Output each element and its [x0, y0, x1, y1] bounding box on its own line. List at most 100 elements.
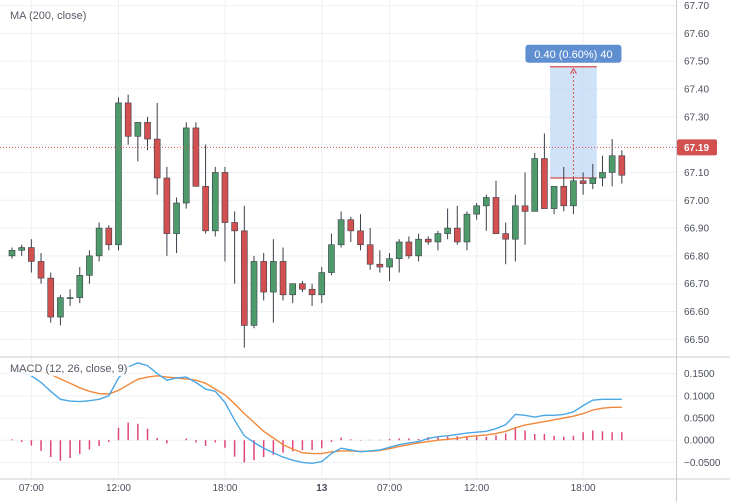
time-tick-label: 07:00 [19, 483, 44, 494]
candle-body [8, 250, 16, 257]
candle-down [163, 166, 171, 256]
candle-body [328, 244, 335, 273]
price-tick-label: 67.70 [684, 1, 709, 12]
candle-up [182, 122, 190, 209]
macd-panel [11, 362, 623, 465]
candle-body [570, 180, 577, 207]
candle-up [270, 239, 277, 323]
candle-body [153, 138, 161, 179]
candle-down [618, 150, 626, 184]
candle-body [589, 177, 597, 184]
candle-body [366, 244, 374, 265]
candle-down [124, 94, 132, 145]
candle-down [376, 250, 384, 273]
measure-arrow-head-icon [569, 67, 577, 75]
candle-body [599, 172, 606, 179]
candle-down [231, 211, 238, 284]
price-tick-label: 66.80 [684, 251, 709, 262]
macd-indicator-label[interactable]: MACD (12, 26, close, 9) [8, 362, 130, 376]
candle-body [337, 219, 345, 246]
candle-body [134, 122, 142, 137]
candle-down [560, 166, 568, 212]
candle-down [405, 236, 413, 259]
candle-body [512, 205, 519, 240]
candle-body [260, 261, 267, 293]
candle-up [115, 97, 122, 251]
time-tick-label: 07:00 [377, 483, 402, 494]
time-tick-label: 12:00 [106, 483, 131, 494]
candle-body [483, 197, 490, 207]
candle-up [318, 267, 326, 304]
candle-body [163, 177, 171, 234]
candle-up [570, 178, 577, 215]
candle-down [521, 172, 529, 245]
candle-body [347, 219, 355, 232]
candle-body [550, 186, 558, 209]
time-tick-label: 18:00 [571, 483, 596, 494]
candle-up [463, 211, 471, 251]
candle-body [444, 227, 451, 234]
candle-down [279, 247, 287, 301]
candle-body [192, 127, 200, 187]
candle-down [192, 122, 200, 187]
candle-up [76, 267, 84, 304]
candle-up [211, 166, 219, 237]
time-tick-label: 12:00 [464, 483, 489, 494]
candle-up [415, 233, 422, 262]
price-tick-label: 67.60 [684, 29, 709, 40]
candle-down [502, 222, 509, 265]
candle-body [541, 158, 548, 209]
ma-indicator-label[interactable]: MA (200, close) [8, 9, 89, 23]
price-tick-label: 66.50 [684, 335, 709, 346]
candle-down [144, 116, 151, 151]
candle-up [328, 233, 335, 276]
measure-label-text: 0.40 (0.60%) 40 [534, 49, 612, 61]
candle-body [173, 202, 180, 234]
candle-down [105, 225, 113, 251]
candle-body [211, 172, 219, 232]
price-tick-label: 66.70 [684, 279, 709, 290]
candle-up [608, 139, 616, 187]
measure-tool[interactable]: 0.40 (0.60%) 40 [525, 44, 622, 179]
macd-line [11, 362, 622, 465]
candle-up [95, 222, 103, 262]
candle-up [531, 152, 539, 212]
candle-body [415, 238, 422, 257]
candle-up [395, 239, 403, 273]
candle-body [434, 233, 442, 243]
candle-body [463, 213, 471, 243]
candle-body [357, 230, 364, 246]
candle-body [386, 258, 393, 268]
candle-body [502, 233, 509, 240]
candle-up [512, 194, 519, 262]
candle-up [550, 186, 558, 215]
candle-body [231, 222, 238, 232]
candle-body [182, 127, 190, 204]
candle-up [473, 203, 480, 220]
price-tick-label: 66.60 [684, 307, 709, 318]
candle-body [289, 283, 297, 296]
candle-body [76, 275, 84, 298]
candle-up [18, 244, 25, 256]
candle-body [95, 227, 103, 257]
candle-body [318, 272, 326, 296]
price-tick-label: 67.30 [684, 112, 709, 123]
candle-up [444, 208, 451, 240]
candle-body [115, 102, 122, 246]
candle-body [18, 247, 25, 251]
candle-body [124, 102, 132, 137]
candle-body [28, 247, 35, 262]
candle-down [308, 283, 316, 306]
price-tick-label: 67.00 [684, 196, 709, 207]
candle-down [153, 102, 161, 195]
candle-up [173, 197, 180, 254]
candle-down [492, 180, 500, 234]
candle-body [531, 158, 539, 212]
candle-body [250, 261, 258, 326]
time-tick-label: 13 [316, 483, 328, 494]
candle-body [424, 238, 432, 243]
candle-down [357, 214, 364, 251]
